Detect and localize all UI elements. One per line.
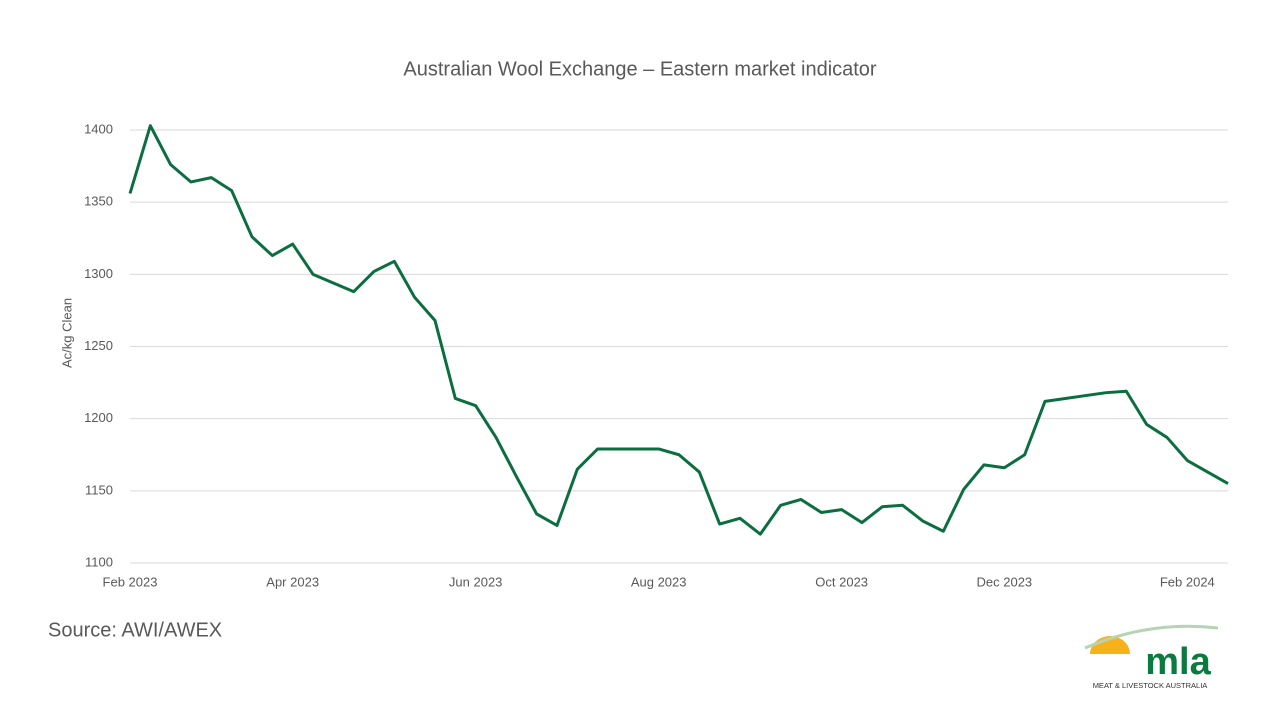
logo: mla MEAT & LIVESTOCK AUSTRALIA (1084, 624, 1219, 690)
y-tick-label: 1300 (84, 266, 113, 281)
x-tick-label: Jun 2023 (449, 574, 503, 589)
y-tick-label: 1250 (84, 338, 113, 353)
y-tick-label: 1350 (84, 194, 113, 209)
x-tick-label: Aug 2023 (631, 574, 687, 589)
chart-title: Australian Wool Exchange – Eastern marke… (403, 58, 877, 80)
logo-subtext: MEAT & LIVESTOCK AUSTRALIA (1093, 681, 1208, 690)
x-tick-label: Feb 2023 (103, 574, 158, 589)
logo-arc (1084, 624, 1219, 650)
source: Source: AWI/AWEX (48, 619, 222, 641)
x-tick-label: Dec 2023 (977, 574, 1033, 589)
logo-text: mla (1145, 641, 1211, 683)
x-tick-label: Apr 2023 (266, 574, 319, 589)
series-line (128, 124, 1229, 536)
x-tick-label: Oct 2023 (815, 574, 868, 589)
y-tick-label: 1200 (84, 410, 113, 425)
y-tick-label: 1100 (85, 554, 113, 569)
y-tick-label: 1150 (85, 482, 113, 497)
y-axis-label: Ac/kg Clean (59, 298, 74, 368)
x-tick-label: Feb 2024 (1160, 574, 1215, 589)
y-tick-label: 1400 (84, 121, 113, 136)
